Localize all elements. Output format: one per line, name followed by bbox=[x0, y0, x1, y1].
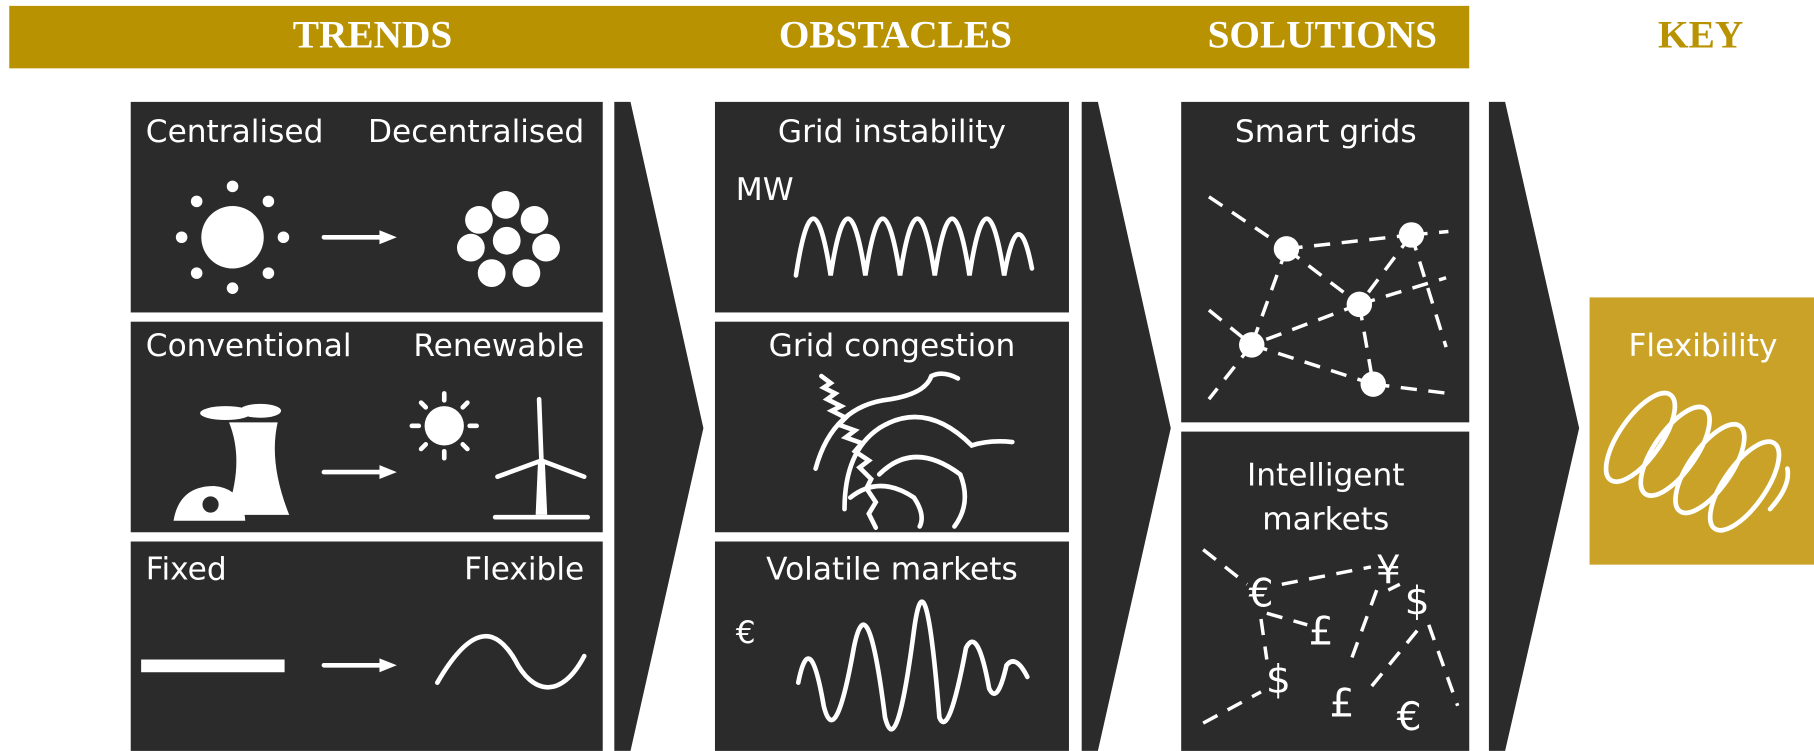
currency: ¥ bbox=[1376, 547, 1401, 593]
currency: £ bbox=[1309, 609, 1334, 655]
trend-to: Decentralised bbox=[368, 114, 584, 150]
trend-from: Conventional bbox=[146, 328, 352, 364]
obstacle-label: Volatile markets bbox=[766, 551, 1018, 587]
solution-label: Smart grids bbox=[1235, 114, 1417, 150]
header-key: KEY bbox=[1658, 12, 1743, 56]
trend-to: Renewable bbox=[413, 328, 584, 364]
header-trends: TRENDS bbox=[293, 12, 453, 56]
trend-from: Centralised bbox=[146, 114, 324, 150]
fixed-icon bbox=[141, 660, 284, 673]
solution-label: Intelligent bbox=[1247, 458, 1405, 494]
currency: $ bbox=[1266, 657, 1291, 703]
currency: € bbox=[1248, 570, 1273, 616]
diagram: TRENDS OBSTACLES SOLUTIONS KEY Centralis… bbox=[0, 0, 1814, 751]
currency: $ bbox=[1405, 578, 1430, 624]
currency: £ bbox=[1329, 680, 1354, 726]
obstacle-axis: € bbox=[736, 615, 756, 651]
trend-from: Fixed bbox=[146, 551, 227, 587]
obstacle-axis: MW bbox=[736, 172, 794, 208]
key-label: Flexibility bbox=[1628, 328, 1777, 364]
obstacle-label: Grid congestion bbox=[769, 328, 1016, 364]
header-solutions: SOLUTIONS bbox=[1208, 12, 1438, 56]
trend-to: Flexible bbox=[464, 551, 584, 587]
obstacle-label: Grid instability bbox=[778, 114, 1006, 150]
header-obstacles: OBSTACLES bbox=[779, 12, 1012, 56]
solution-label: markets bbox=[1262, 502, 1389, 538]
currency: € bbox=[1397, 694, 1422, 740]
